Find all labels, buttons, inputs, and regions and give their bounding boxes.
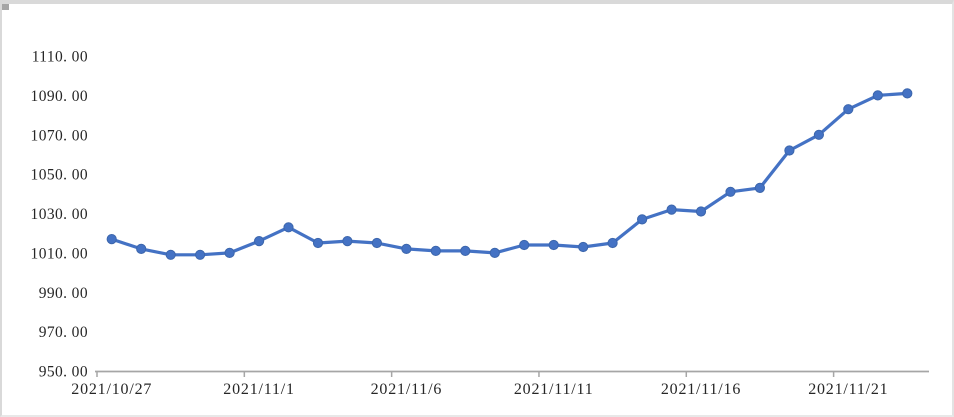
line-chart: 1110. 00 1090. 00 1070. 00 1050. 00 1030. 00…	[31, 49, 929, 398]
y-axis-tick-label: 950. 00	[39, 364, 88, 381]
x-axis-tick-label: 2021/11/1	[223, 381, 295, 398]
data-point-marker	[872, 90, 883, 101]
data-point-marker	[312, 237, 324, 249]
y-axis-tick-label: 1030. 00	[31, 206, 88, 223]
data-point-marker	[637, 214, 648, 225]
y-axis-tick-label: 990. 00	[39, 285, 88, 302]
data-point-marker	[165, 249, 176, 260]
y-axis-tick-label: 970. 00	[39, 324, 88, 341]
y-axis-tick-label: 1010. 00	[31, 245, 88, 262]
y-axis-tick-label: 1070. 00	[31, 127, 88, 144]
data-point-marker	[254, 236, 265, 247]
data-point-marker	[548, 239, 559, 251]
data-point-marker	[195, 249, 206, 260]
data-point-marker	[283, 222, 294, 233]
data-point-marker	[460, 245, 471, 256]
x-axis-tick-label: 2021/11/6	[371, 381, 443, 398]
data-point-marker	[106, 234, 117, 245]
data-point-marker	[813, 129, 825, 140]
data-point-marker	[902, 88, 913, 99]
data-point-marker	[430, 245, 441, 256]
data-point-marker	[371, 237, 382, 249]
data-point-marker	[136, 243, 147, 254]
data-point-marker	[578, 241, 589, 253]
data-point-marker	[725, 186, 736, 197]
x-axis-tick-label: 2021/11/16	[661, 381, 741, 398]
data-point-marker	[401, 243, 412, 254]
x-axis-tick-label: 2021/10/27	[71, 381, 152, 398]
price-series-line	[110, 91, 909, 257]
data-point-marker	[754, 182, 766, 193]
data-point-marker	[843, 104, 854, 115]
data-point-marker	[784, 145, 795, 156]
data-point-marker	[342, 236, 353, 247]
data-point-marker	[489, 247, 500, 258]
frame-corner-notch	[2, 4, 9, 10]
x-axis-tick-label: 2021/11/11	[514, 381, 594, 398]
data-point-marker	[666, 204, 677, 215]
data-point-marker	[519, 239, 530, 251]
data-point-marker	[224, 247, 235, 258]
data-point-marker	[695, 206, 707, 217]
y-axis-tick-label: 1090. 00	[31, 88, 88, 105]
data-point-marker	[607, 237, 618, 249]
x-axis-tick-label: 2021/11/21	[808, 381, 888, 398]
y-axis-tick-label: 1110. 00	[32, 49, 88, 66]
y-axis-tick-label: 1050. 00	[31, 167, 88, 184]
